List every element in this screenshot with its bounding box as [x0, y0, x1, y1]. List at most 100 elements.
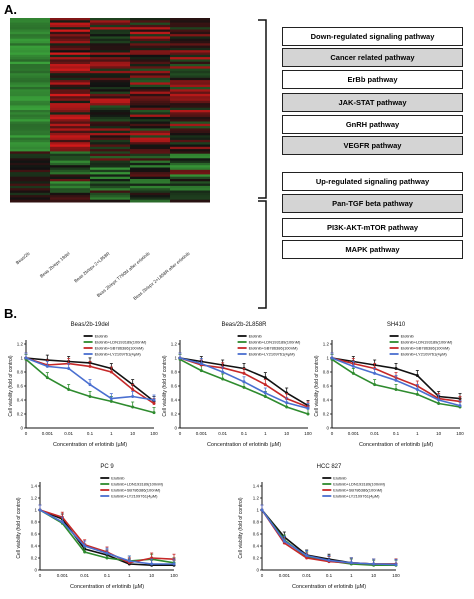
heatmap-cell — [170, 181, 210, 185]
heatmap-cell — [10, 139, 51, 143]
heatmap-cell — [50, 169, 91, 173]
heatmap-cell — [90, 66, 131, 70]
heatmap-cell — [10, 24, 51, 28]
viability-chart-hcc827: HCC 827 0 0.2 0.4 0.6 0.8 1 1.2 1.4 0 0.001 0.01 0.1… — [238, 464, 400, 590]
y-tick-label: 0.2 — [171, 412, 178, 417]
y-tick-label: 1.2 — [17, 342, 24, 347]
data-point — [60, 520, 64, 524]
heatmap-cell — [90, 172, 131, 175]
heatmap-cell — [90, 57, 131, 60]
y-tick-label: 0.4 — [17, 398, 24, 403]
heatmap-cell — [130, 162, 171, 166]
legend-label: Elotinib+LY2109761(4µM) — [111, 494, 158, 499]
heatmap-cell — [50, 153, 91, 157]
pathway-box: ErBb pathway — [282, 70, 463, 89]
heatmap-cell — [50, 195, 91, 198]
heatmap-cell — [10, 80, 51, 83]
heatmap-cell — [50, 41, 91, 44]
data-point — [88, 364, 92, 368]
heatmap-cell — [130, 167, 171, 171]
heatmap-cell — [90, 50, 131, 53]
x-tick-label: 1 — [264, 431, 267, 436]
heatmap-cell — [170, 135, 210, 139]
heatmap-cell — [50, 123, 91, 127]
heatmap-cell — [170, 142, 210, 145]
heatmap-cell — [10, 73, 51, 76]
heatmap-cell — [50, 128, 91, 132]
data-point — [373, 371, 377, 375]
heatmap-cell — [170, 158, 210, 162]
heatmap-cell — [130, 27, 171, 30]
heatmap-cell — [170, 126, 210, 129]
y-tick-label: 0.4 — [171, 398, 178, 403]
heatmap-cell — [130, 183, 171, 187]
heatmap-cell — [10, 197, 51, 201]
heatmap-cell — [170, 80, 210, 83]
heatmap-cell — [170, 190, 210, 194]
x-tick-label: 1 — [128, 573, 131, 578]
heatmap-cell — [170, 185, 210, 189]
heatmap-cell — [90, 54, 131, 58]
x-tick-label: 100 — [150, 431, 158, 436]
heatmap-cell — [50, 199, 91, 203]
heatmap-cell — [130, 169, 171, 173]
panel-a-label: A. — [4, 2, 17, 17]
heatmap-cell — [50, 20, 91, 24]
heatmap-cell — [130, 116, 171, 120]
heatmap-cell — [130, 31, 171, 35]
x-tick-label: 0 — [331, 431, 334, 436]
heatmap-cell — [10, 29, 51, 33]
heatmap-cell — [170, 116, 210, 120]
heatmap-cell — [130, 52, 171, 56]
heatmap-cell — [90, 128, 131, 132]
heatmap-cell — [130, 146, 171, 150]
y-tick-label: 0.2 — [17, 412, 24, 417]
heatmap-cell — [90, 169, 131, 173]
heatmap-cell — [130, 96, 171, 99]
x-tick-label: 0.001 — [279, 573, 291, 578]
heatmap-cell — [130, 61, 171, 65]
heatmap-cell — [170, 199, 210, 203]
heatmap-cell — [130, 158, 171, 162]
heatmap-cell — [130, 87, 171, 90]
data-point — [88, 383, 92, 387]
pathway-box: Down-regulated signaling pathway — [282, 27, 463, 46]
x-axis-label: Concentration of erlotinib (µM) — [359, 442, 433, 448]
y-tick-label: 0.6 — [17, 384, 24, 389]
heatmap-cell — [90, 146, 131, 150]
heatmap-cells — [10, 18, 210, 203]
data-point — [437, 398, 441, 402]
heatmap-cell — [170, 153, 210, 157]
heatmap-cell — [130, 190, 171, 194]
heatmap-cell — [170, 174, 210, 178]
heatmap-cell — [50, 174, 91, 178]
heatmap-cell — [10, 116, 51, 120]
heatmap-cell — [170, 27, 210, 30]
heatmap-cell — [90, 18, 131, 21]
y-axis-label: Cell viability (fold of control) — [162, 355, 168, 416]
chart-title: SH410 — [387, 322, 406, 328]
heatmap-cell — [170, 110, 210, 113]
legend-label: Elotinib+LY2109761(4µM) — [95, 352, 142, 357]
x-tick-label: 0.001 — [57, 573, 69, 578]
heatmap-cell — [170, 176, 210, 180]
heatmap-cell — [50, 73, 91, 76]
heatmap-cell — [130, 43, 171, 47]
heatmap-cell — [130, 103, 171, 106]
heatmap-cell — [130, 112, 171, 116]
heatmap-cell — [170, 100, 210, 104]
data-point — [199, 369, 203, 373]
heatmap-cell — [90, 181, 131, 185]
data-point — [45, 364, 49, 368]
heatmap-cell — [170, 61, 210, 65]
heatmap-cell — [90, 183, 131, 187]
heatmap-cell — [90, 103, 131, 106]
heatmap-cell — [10, 59, 51, 63]
heatmap-cell — [90, 195, 131, 198]
heatmap-cell — [10, 162, 51, 166]
heatmap-cell — [130, 36, 171, 40]
data-point — [242, 371, 246, 375]
heatmap-cell — [170, 123, 210, 127]
data-point — [172, 562, 176, 566]
heatmap-cell — [50, 162, 91, 166]
